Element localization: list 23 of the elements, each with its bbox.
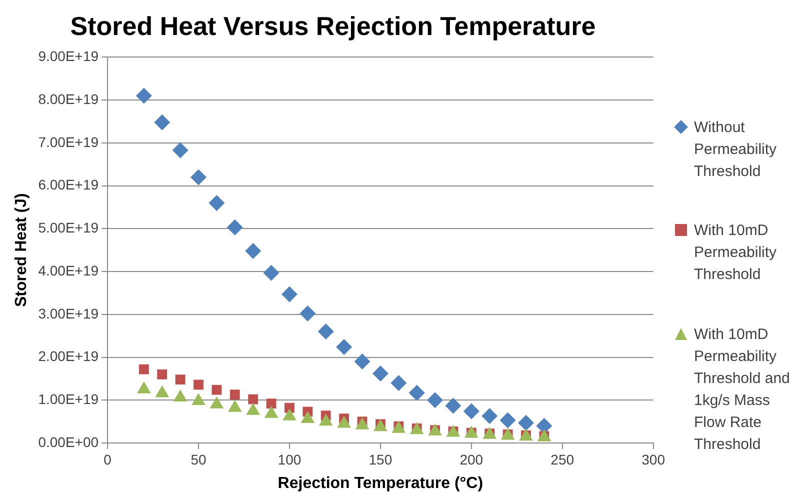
x-tick-label: 100	[278, 451, 302, 468]
y-tick-label: 3.00E+19	[38, 305, 99, 322]
legend-label: With 10mD Permeability Threshold and 1kg/s Mass Flow Rate Threshold	[694, 325, 791, 456]
x-tick-label: 250	[550, 451, 574, 468]
x-tick-label: 50	[190, 451, 206, 468]
y-axis-title: Stored Heat (J)	[13, 193, 30, 307]
x-tick-label: 0	[104, 451, 112, 468]
x-tick-label: 300	[642, 451, 666, 468]
y-tick-label: 1.00E+19	[38, 390, 99, 407]
legend-label: Without Permeability Threshold	[694, 118, 778, 182]
y-tick-label: 0.00E+00	[38, 434, 99, 450]
x-tick-label: 150	[368, 451, 392, 468]
y-tick-label: 6.00E+19	[38, 176, 99, 193]
x-tick-label: 200	[460, 451, 484, 468]
y-tick-label: 2.00E+19	[38, 348, 99, 364]
y-tick-label: 7.00E+19	[38, 134, 99, 150]
y-tick-label: 4.00E+19	[38, 262, 99, 278]
chart-title: Stored Heat Versus Rejection Temperature	[70, 10, 596, 41]
y-tick-label: 9.00E+19	[38, 48, 99, 64]
legend-label: With 10mD Permeability Threshold	[694, 221, 778, 286]
x-axis-title: Rejection Temperature (°C)	[278, 474, 484, 492]
y-tick-label: 8.00E+19	[38, 90, 99, 107]
y-tick-label: 5.00E+19	[38, 220, 99, 236]
